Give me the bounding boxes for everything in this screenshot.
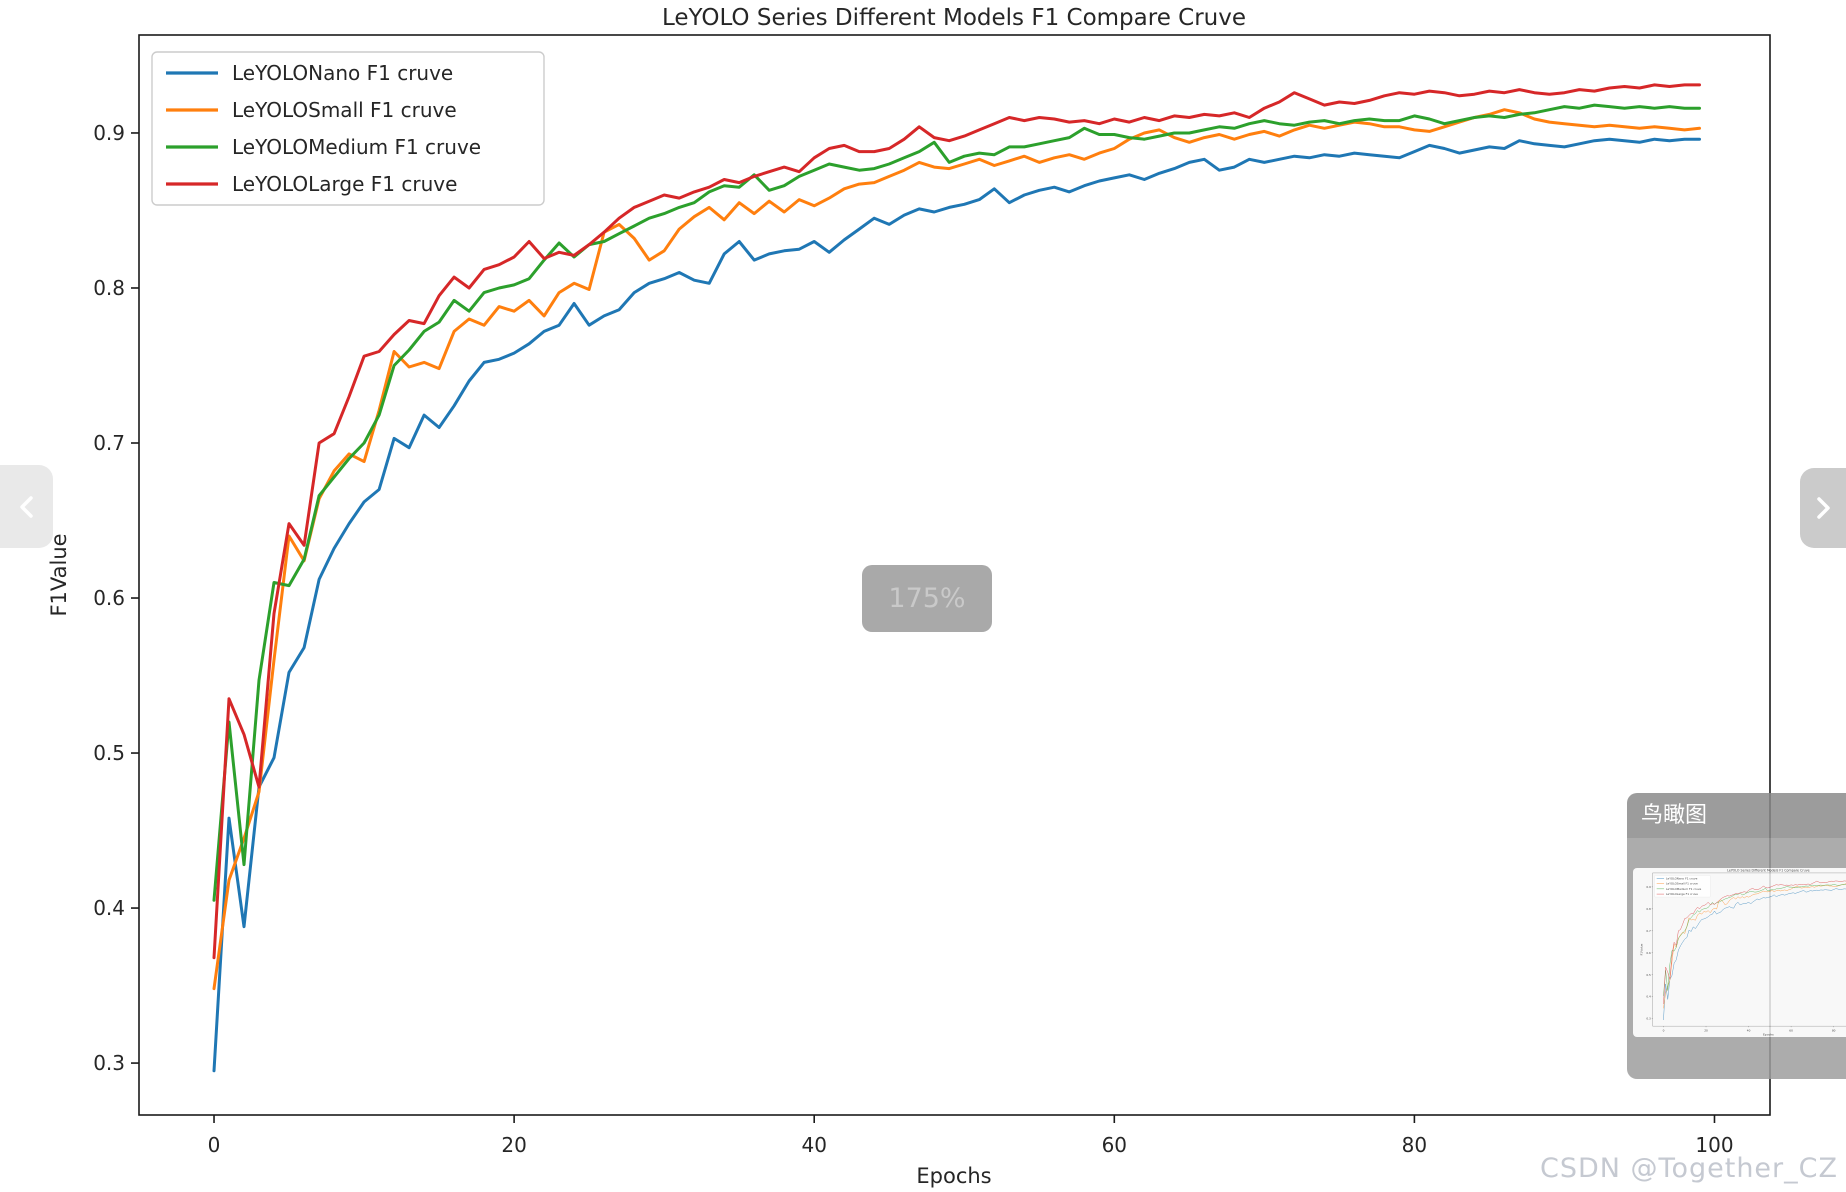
plot-area: 0204060801000.30.40.50.60.70.80.9LeYOLON… bbox=[1646, 872, 1846, 1032]
legend-label: LeYOLOSmall F1 cruve bbox=[232, 98, 457, 122]
minimap-header: 鸟瞰图 bbox=[1627, 793, 1846, 838]
y-tick-label: 0.5 bbox=[93, 741, 125, 765]
legend-label: LeYOLOSmall F1 cruve bbox=[1666, 882, 1698, 886]
minimap-panel[interactable]: 鸟瞰图 LeYOLO Series Different Models F1 Co… bbox=[1627, 793, 1846, 1079]
series-line bbox=[212, 137, 1701, 1073]
x-tick-label: 40 bbox=[801, 1133, 826, 1157]
y-tick-label: 0.6 bbox=[1646, 951, 1651, 955]
series-line bbox=[1663, 883, 1846, 1009]
series-line bbox=[212, 108, 1701, 991]
minimap-title: 鸟瞰图 bbox=[1641, 803, 1708, 828]
legend-label: LeYOLOMedium F1 cruve bbox=[232, 135, 481, 159]
series-line bbox=[1663, 884, 1846, 996]
x-tick-label: 0 bbox=[208, 1133, 221, 1157]
y-tick-label: 0.3 bbox=[1646, 1017, 1651, 1021]
plot-area: 0 20 40 60 80 100 0.3 0.4 0.5 0.6 0.7 0.8 0.9 LeYOLON… bbox=[93, 34, 1771, 1157]
y-tick-label: 0.4 bbox=[1646, 995, 1651, 999]
y-tick-label: 0.9 bbox=[1646, 885, 1651, 889]
y-tick-label: 0.5 bbox=[1646, 973, 1651, 977]
x-tick-label: 80 bbox=[1832, 1028, 1836, 1032]
series-line bbox=[1663, 880, 1846, 1004]
y-tick-label: 0.7 bbox=[1646, 929, 1651, 933]
legend-label: LeYOLOLarge F1 cruve bbox=[232, 172, 457, 196]
next-image-button[interactable] bbox=[1800, 468, 1846, 548]
minimap-thumbnail[interactable]: LeYOLO Series Different Models F1 Compar… bbox=[1633, 868, 1846, 1037]
x-tick-label: 40 bbox=[1747, 1028, 1751, 1032]
chart-title: LeYOLO Series Different Models F1 Compar… bbox=[1727, 869, 1810, 873]
legend-box bbox=[151, 51, 545, 206]
x-tick-label: 20 bbox=[501, 1133, 526, 1157]
x-tick-label: 20 bbox=[1704, 1028, 1708, 1032]
plot-border bbox=[1652, 872, 1846, 1027]
watermark: CSDN @Together_CZ bbox=[1540, 1153, 1838, 1184]
x-tick-label: 0 bbox=[1663, 1028, 1665, 1032]
series-line bbox=[212, 83, 1701, 960]
legend-label: LeYOLOLarge F1 cruve bbox=[1666, 892, 1698, 896]
y-axis-label: F1Value bbox=[47, 533, 71, 616]
x-tick-label: 100 bbox=[1695, 1133, 1733, 1157]
chevron-right-icon bbox=[1817, 497, 1830, 519]
minimap-body: LeYOLO Series Different Models F1 Compar… bbox=[1627, 838, 1846, 1079]
series-line bbox=[1663, 888, 1846, 1021]
x-tick-label: 60 bbox=[1102, 1133, 1127, 1157]
y-axis-label: F1Value bbox=[1639, 943, 1643, 955]
series-line bbox=[212, 103, 1701, 902]
legend-label: LeYOLONano F1 cruve bbox=[1666, 876, 1698, 880]
y-tick-label: 0.7 bbox=[93, 431, 125, 455]
legend-label: LeYOLOMedium F1 cruve bbox=[1666, 887, 1701, 891]
chevron-left-icon bbox=[19, 495, 33, 518]
y-tick-label: 0.8 bbox=[1646, 907, 1651, 911]
y-tick-label: 0.3 bbox=[93, 1051, 125, 1075]
y-tick-label: 0.9 bbox=[93, 121, 125, 145]
legend-box bbox=[1654, 875, 1711, 898]
legend-label: LeYOLONano F1 cruve bbox=[232, 61, 453, 85]
zoom-level-badge: 175% bbox=[862, 565, 992, 632]
zoom-level-value: 175% bbox=[888, 583, 966, 614]
previous-image-button[interactable] bbox=[0, 465, 53, 548]
x-axis-label: Epochs bbox=[916, 1164, 991, 1188]
y-tick-label: 0.8 bbox=[93, 276, 125, 300]
x-tick-label: 60 bbox=[1789, 1028, 1793, 1032]
plot-border bbox=[138, 34, 1771, 1116]
y-tick-label: 0.4 bbox=[93, 896, 125, 920]
chart-title: LeYOLO Series Different Models F1 Compar… bbox=[662, 5, 1246, 31]
y-tick-label: 0.6 bbox=[93, 586, 125, 610]
x-axis-label: Epochs bbox=[1763, 1033, 1774, 1037]
x-tick-label: 80 bbox=[1402, 1133, 1427, 1157]
